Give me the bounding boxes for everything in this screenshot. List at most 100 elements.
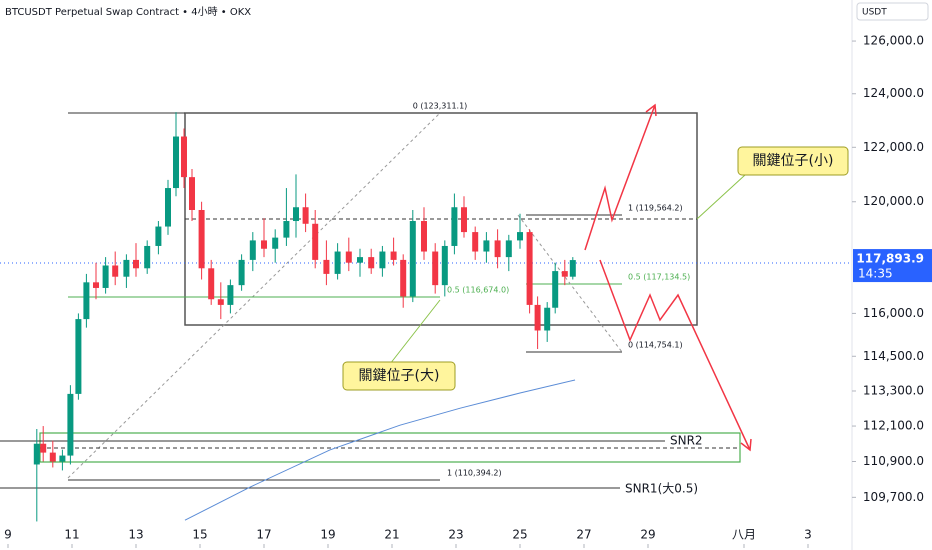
- fib-label: 1 (110,394.2): [447, 469, 502, 478]
- candle-body: [208, 268, 215, 300]
- candle-body: [283, 221, 290, 238]
- candle-body: [494, 240, 501, 258]
- candle-body: [40, 443, 47, 453]
- candle-body: [544, 307, 551, 331]
- candle-body: [59, 455, 66, 462]
- countdown: 14:35: [858, 267, 893, 281]
- candle-body: [526, 232, 533, 305]
- candle-body: [483, 240, 490, 252]
- callout-text: 關鍵位子(小): [753, 153, 834, 169]
- candle-body: [155, 226, 162, 246]
- y-tick-label: 114,500.0: [863, 349, 924, 363]
- x-tick-label: 15: [192, 528, 207, 542]
- candle-body: [67, 393, 74, 456]
- fib-label: 1 (119,564.2): [628, 204, 683, 213]
- fib-trend: [67, 112, 441, 479]
- candle-body: [181, 136, 187, 178]
- candle-body: [569, 260, 576, 277]
- currency-button[interactable]: [856, 2, 929, 21]
- candle-body: [198, 209, 205, 269]
- callout-box: [737, 146, 849, 176]
- candle-body: [102, 265, 109, 288]
- x-tick-label: 八月: [732, 528, 756, 542]
- x-tick-label: 23: [448, 528, 463, 542]
- y-tick-label: 110,900.0: [863, 454, 924, 468]
- candle-body: [173, 136, 179, 189]
- candle-body: [302, 207, 309, 224]
- candle-body: [227, 285, 234, 305]
- candle-body: [238, 259, 245, 286]
- candle-body: [217, 299, 224, 305]
- moving-average: [184, 379, 576, 521]
- last-price-label: 117,893.9: [856, 252, 924, 266]
- candle-body: [461, 207, 467, 233]
- arrowhead: [645, 103, 657, 117]
- candle-body: [451, 207, 458, 246]
- candle-body: [93, 282, 99, 288]
- candle-body: [33, 443, 40, 465]
- candle-body: [390, 251, 397, 260]
- y-tick-label: 124,000.0: [863, 86, 924, 100]
- fib-label: 0.5 (117,134.5): [628, 273, 690, 282]
- candle-body: [432, 251, 439, 286]
- candle-body: [165, 188, 171, 227]
- fib-trend: [517, 214, 623, 353]
- fib-label: 0 (123,311.1): [413, 102, 468, 111]
- x-tick-label: 11: [64, 528, 79, 542]
- x-tick-label: 3: [804, 528, 812, 542]
- y-tick-label: 113,300.0: [863, 383, 924, 397]
- candle-body: [49, 452, 56, 462]
- candle-body: [400, 259, 407, 297]
- candle-body: [144, 245, 151, 269]
- x-tick-label: 25: [512, 528, 527, 542]
- candle-body: [133, 259, 139, 269]
- y-tick-label: 120,000.0: [863, 194, 924, 208]
- x-tick-label: 17: [256, 528, 271, 542]
- candle-body: [357, 257, 363, 263]
- arrowhead: [740, 438, 752, 452]
- callout-pointer: [389, 299, 441, 365]
- snr-label: SNR2: [670, 434, 703, 448]
- y-tick-label: 122,000.0: [863, 140, 924, 154]
- y-tick-label: 109,700.0: [863, 490, 924, 504]
- x-tick-label: 29: [640, 528, 655, 542]
- candle-body: [312, 223, 319, 260]
- snr-label: SNR1(大0.5): [625, 482, 698, 496]
- y-tick-label: 116,000.0: [863, 306, 924, 320]
- arrow-down: [599, 259, 751, 451]
- candle-body: [368, 257, 375, 269]
- candle-body: [441, 245, 448, 286]
- candle-body: [75, 319, 82, 394]
- candle-body: [345, 251, 352, 263]
- x-tick-label: 21: [384, 528, 399, 542]
- callout-box: [342, 361, 456, 391]
- candle-body: [505, 240, 512, 258]
- candle-body: [561, 271, 568, 277]
- chart-title: BTCUSDT Perpetual Swap Contract • 4小時 • …: [5, 6, 251, 18]
- candle-body: [517, 232, 523, 241]
- candle-body: [83, 282, 90, 320]
- plot: 126,000.0 124,000.0 122,000.0 120,000.0 116,…: [4, 34, 932, 548]
- candle-body: [123, 259, 130, 277]
- candle-body: [272, 237, 279, 249]
- fib-label: 0 (114,754.1): [628, 341, 683, 350]
- candle-body: [249, 240, 256, 260]
- candle-body: [409, 221, 416, 297]
- last-price-box: [853, 249, 932, 283]
- x-tick-label: 9: [4, 528, 12, 542]
- callout-pointer: [696, 174, 746, 220]
- drawings: [0, 103, 852, 489]
- arrow-up: [584, 104, 656, 251]
- x-tick-label: 27: [576, 528, 591, 542]
- candle-body: [534, 304, 541, 331]
- candle-body: [552, 271, 559, 308]
- currency-label: USDT: [862, 8, 887, 18]
- x-tick-label: 19: [320, 528, 335, 542]
- fib-label: 0.5 (116,674.0): [447, 286, 509, 295]
- candle-body: [421, 221, 427, 252]
- candle-body: [261, 240, 267, 249]
- x-tick-label: 13: [128, 528, 143, 542]
- candle-body: [293, 207, 299, 222]
